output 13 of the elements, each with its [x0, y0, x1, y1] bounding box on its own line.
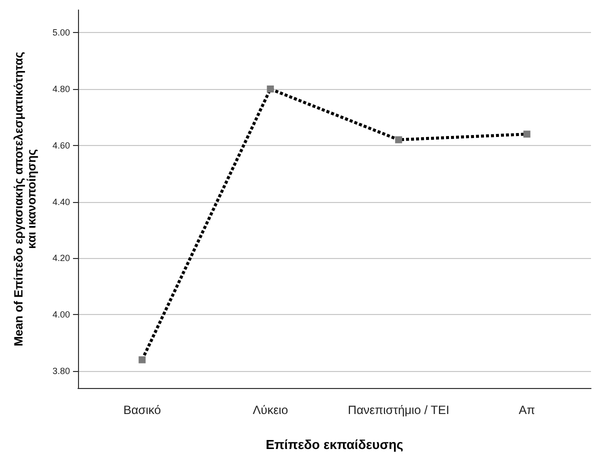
x-tick-label: Λύκειο — [252, 403, 288, 417]
x-axis-title: Επίπεδο εκπαίδευσης — [266, 437, 404, 452]
y-tick-label: 3.80 — [52, 366, 70, 376]
y-tick-label: 4.40 — [52, 196, 70, 207]
y-tick-label: 4.00 — [52, 310, 70, 320]
x-tick-label: Απ — [518, 403, 536, 417]
y-tick-label: 4.60 — [52, 140, 70, 150]
y-tick-label: 5.00 — [52, 28, 70, 38]
x-tick-label: Βασικό — [123, 403, 162, 417]
y-axis-title: Mean of Επίπεδο εργασιακής αποτελεσματικότητας και ικανοποίησης — [12, 52, 38, 346]
y-tick-label: 4.80 — [52, 84, 70, 94]
x-tick-label: Πανεπιστήμιο / ΤΕΙ — [348, 403, 450, 417]
y-tick-label: 4.20 — [52, 253, 70, 264]
